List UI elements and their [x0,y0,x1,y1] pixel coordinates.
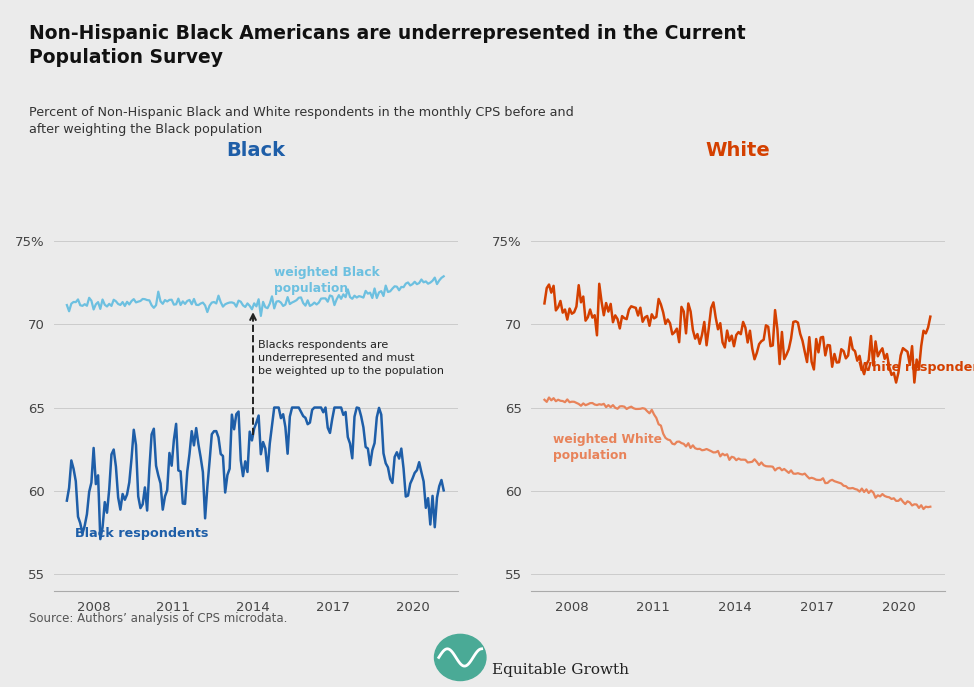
Text: White respondents: White respondents [858,361,974,374]
Text: weighted Black
population: weighted Black population [275,266,380,295]
Text: White: White [705,141,770,160]
Text: weighted White
population: weighted White population [552,433,661,462]
Text: Blacks respondents are
underrepresented and must
be weighted up to the populatio: Blacks respondents are underrepresented … [258,340,444,376]
Text: Equitable Growth: Equitable Growth [492,663,629,677]
Text: Non-Hispanic Black Americans are underrepresented in the Current
Population Surv: Non-Hispanic Black Americans are underre… [29,24,746,67]
Text: Source: Authors’ analysis of CPS microdata.: Source: Authors’ analysis of CPS microda… [29,612,287,625]
Text: Percent of Non-Hispanic Black and White respondents in the monthly CPS before an: Percent of Non-Hispanic Black and White … [29,106,574,137]
Circle shape [434,634,486,681]
Text: Black respondents: Black respondents [75,528,208,541]
Text: Black: Black [226,141,285,160]
